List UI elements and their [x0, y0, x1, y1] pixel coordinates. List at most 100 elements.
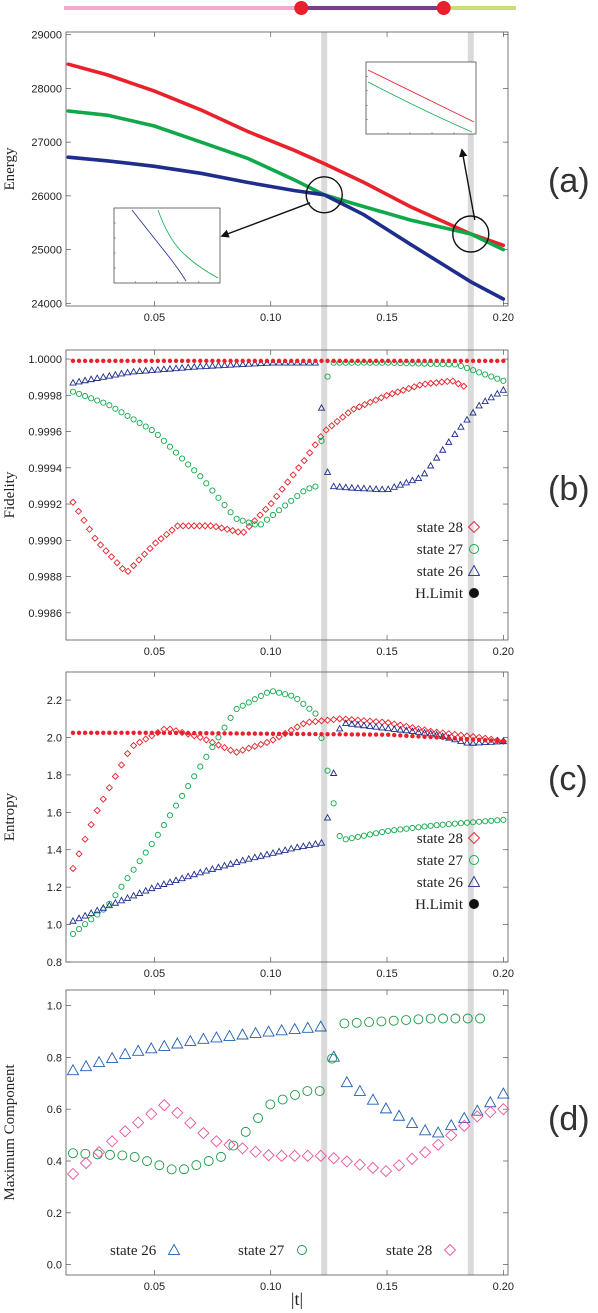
data-point [119, 1125, 132, 1138]
data-point [148, 884, 156, 892]
inset-frame [365, 61, 477, 135]
y-tick-label: 2.0 [47, 732, 62, 744]
data-point [391, 827, 398, 834]
data-point [106, 900, 113, 907]
data-point [179, 522, 187, 530]
data-point [125, 358, 130, 364]
data-point [70, 730, 76, 736]
data-point [228, 358, 233, 364]
data-point [299, 842, 308, 849]
data-point [428, 358, 433, 364]
data-point [233, 748, 241, 756]
data-point [469, 819, 477, 826]
data-point [397, 826, 404, 833]
data-point [118, 409, 125, 416]
data-point [494, 817, 501, 824]
data-point [433, 728, 441, 736]
data-point [258, 358, 264, 364]
data-point [161, 358, 167, 364]
data-point [172, 876, 180, 884]
data-point [226, 360, 235, 368]
data-point [276, 358, 282, 364]
data-point [262, 1025, 275, 1037]
data-point [312, 710, 319, 717]
data-point [495, 738, 500, 744]
data-point [301, 1021, 314, 1033]
data-point [118, 1047, 132, 1059]
data-point [81, 835, 89, 843]
data-point [112, 892, 119, 899]
data-point [124, 875, 131, 882]
data-point [119, 730, 124, 736]
data-point [372, 722, 380, 730]
data-point [471, 1110, 484, 1123]
data-point [129, 741, 138, 750]
data-point [91, 534, 99, 542]
x-tick-label: 0.20 [493, 312, 514, 324]
y-tick-label: 1.4 [47, 845, 62, 857]
data-point [373, 830, 380, 837]
data-point [451, 820, 458, 827]
data-point [202, 866, 211, 874]
data-point [470, 358, 476, 364]
legend-marker [297, 1245, 307, 1255]
data-point [500, 377, 507, 384]
data-point [94, 911, 101, 918]
data-point [426, 727, 435, 735]
data-point [267, 499, 275, 508]
data-point [482, 358, 488, 364]
data-point [475, 401, 483, 409]
data-point [185, 358, 191, 364]
x-tick-label: 0.10 [260, 312, 281, 324]
data-point [301, 358, 306, 364]
crossing-guide-line [321, 32, 328, 1275]
data-point [450, 1013, 461, 1024]
data-point [497, 1087, 510, 1099]
series-2 [69, 719, 508, 924]
data-point [184, 1116, 197, 1130]
data-point [148, 426, 155, 434]
data-point [118, 883, 125, 890]
legend-marker [469, 544, 479, 554]
plot-frame [65, 349, 509, 641]
data-point [123, 368, 132, 376]
data-point [117, 761, 126, 769]
data-point [246, 358, 251, 364]
y-tick-label: 24000 [31, 298, 62, 310]
progress-marker[interactable] [436, 1, 451, 15]
data-point [282, 502, 289, 509]
data-point [263, 516, 270, 523]
data-point [220, 361, 229, 368]
data-point [215, 494, 222, 501]
data-point [184, 363, 192, 371]
x-tick-label: 0.10 [260, 1281, 281, 1293]
progress-marker[interactable] [294, 1, 309, 15]
y-axis-label: Entropy [2, 792, 18, 841]
data-point [129, 367, 138, 375]
data-point [325, 358, 330, 364]
data-point [99, 795, 107, 803]
legend-label: state 28 [417, 831, 463, 847]
crossing-guide-lines [321, 32, 474, 1275]
x-tick-label: 0.15 [376, 646, 397, 658]
data-point [404, 733, 409, 738]
data-point [360, 484, 368, 492]
data-point [354, 720, 362, 728]
data-point [313, 731, 318, 737]
data-point [142, 849, 149, 856]
data-point [311, 839, 320, 847]
data-point [238, 856, 247, 864]
data-point [155, 358, 161, 364]
data-point [117, 896, 126, 904]
data-point [107, 358, 112, 364]
data-point [379, 828, 386, 836]
data-point [190, 522, 198, 530]
data-point [112, 405, 119, 412]
data-point [341, 483, 350, 491]
data-point [432, 1138, 445, 1151]
data-point [335, 482, 344, 490]
data-point [99, 373, 108, 380]
data-point [173, 730, 179, 736]
panel-b: 0.05 0.10 0.15 0.20 0.9986 0.9988 0.9990 0.9992… [2, 349, 590, 658]
data-point [246, 731, 251, 736]
